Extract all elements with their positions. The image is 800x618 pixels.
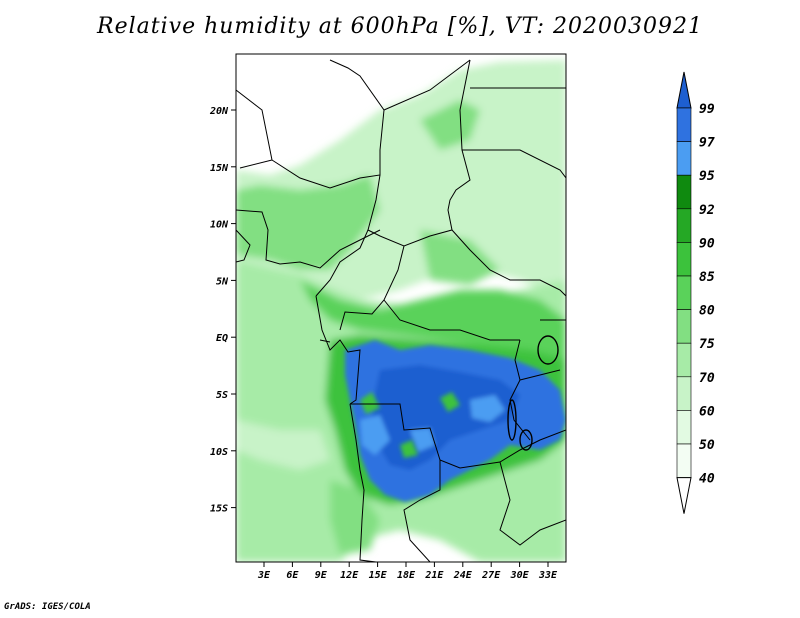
colorbar-label: 80 [699, 304, 715, 319]
grads-credit: GrADS: IGES/COLA [4, 602, 91, 612]
colorbar-label: 70 [699, 371, 715, 386]
map-frame [235, 53, 567, 563]
colorbar-segment [676, 410, 692, 445]
lat-label: 15N [210, 163, 229, 174]
country-borders [236, 59, 566, 562]
colorbar-label: 97 [699, 136, 715, 151]
colorbar-label: 85 [699, 270, 715, 285]
colorbar-segment [676, 208, 692, 243]
colorbar-segment [676, 376, 692, 411]
colorbar-label: 40 [699, 472, 715, 487]
lon-label: 9E [315, 570, 328, 581]
colorbar-segment [676, 309, 692, 344]
colorbar-label: 90 [699, 236, 715, 251]
lat-label: EQ [216, 333, 228, 344]
lon-label: 12E [340, 570, 359, 581]
lon-label: 24E [453, 570, 473, 581]
colorbar-label: 95 [699, 169, 715, 184]
lat-label: 10N [210, 220, 229, 231]
colorbar-label: 92 [699, 203, 715, 218]
lakes [507, 335, 559, 451]
colorbar-segment [676, 174, 692, 210]
lon-label: 30E [510, 570, 530, 581]
colorbar-segment [676, 342, 692, 378]
lat-label: 20N [209, 106, 229, 117]
map-title: Relative humidity at 600hPa [%], VT: 202… [97, 14, 703, 39]
colorbar-label: 99 [699, 102, 715, 117]
colorbar-label: 50 [699, 438, 715, 453]
colorbar-top-arrow [676, 71, 692, 109]
lat-label: 5S [216, 390, 228, 401]
lon-label: 21E [424, 570, 444, 581]
colorbar-segment [676, 275, 692, 310]
longitude-ticks: 3E 6E 9E 12E 15E 18E 21E 24E 27E 30E 33E [257, 562, 558, 581]
lon-label: 18E [397, 570, 416, 581]
colorbar-segment [676, 242, 692, 277]
colorbar-label: 75 [699, 337, 715, 352]
humidity-field [236, 54, 566, 562]
moist-patches [360, 392, 460, 458]
colorbar-bottom-arrow [676, 477, 692, 514]
colorbar-segment [676, 107, 692, 142]
lon-label: 33E [538, 570, 558, 581]
lon-label: 15E [369, 570, 388, 581]
lon-label: 3E [257, 570, 271, 581]
colorbar-segment [676, 443, 692, 478]
lat-label: 5N [216, 276, 229, 287]
latitude-ticks: 20N 15N 10N 5N EQ 5S 10S 15S [209, 106, 236, 515]
lon-label: 27E [481, 570, 501, 581]
lon-label: 6E [286, 570, 299, 581]
lat-label: 15S [210, 504, 228, 515]
colorbar-label: 60 [699, 404, 715, 419]
colorbar: 99 97 95 92 90 85 80 75 70 60 50 40 [676, 71, 715, 514]
lat-label: 10S [210, 447, 228, 458]
colorbar-segment [676, 141, 692, 176]
